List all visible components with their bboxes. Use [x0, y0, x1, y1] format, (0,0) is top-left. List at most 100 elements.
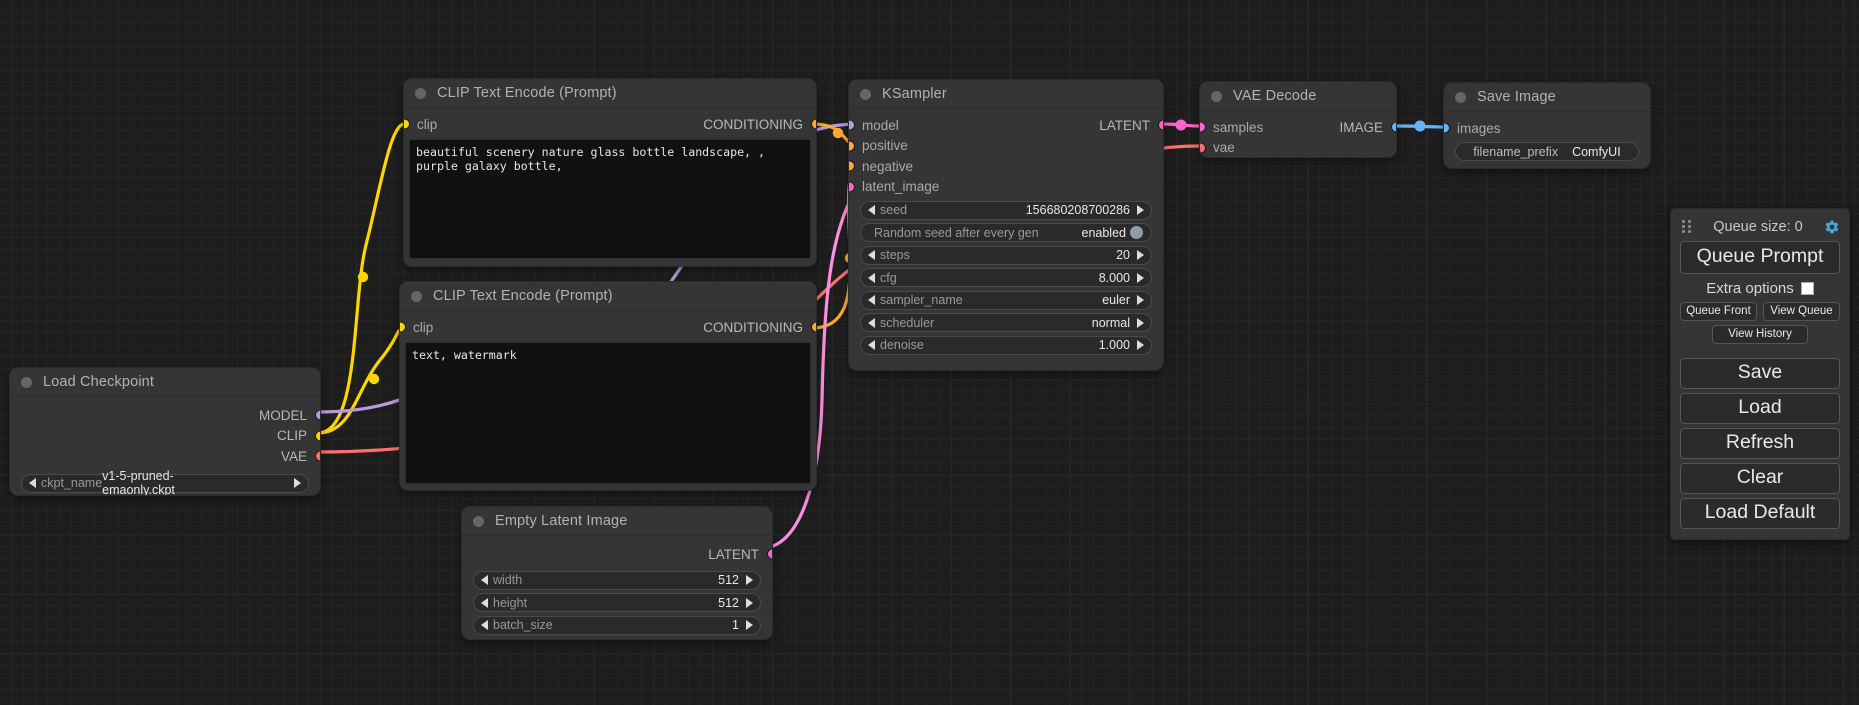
- node-title-bar[interactable]: KSampler: [849, 80, 1163, 109]
- increment-arrow-icon[interactable]: [1137, 295, 1144, 305]
- slot-row-model-output[interactable]: MODEL: [10, 405, 320, 426]
- port-conditioning-output[interactable]: [811, 322, 816, 332]
- decrement-arrow-icon[interactable]: [481, 620, 488, 630]
- menu-header[interactable]: Queue size: 0: [1680, 217, 1840, 236]
- decrement-arrow-icon[interactable]: [868, 250, 875, 260]
- port-vae-input[interactable]: [1200, 143, 1205, 153]
- queue-prompt-button[interactable]: Queue Prompt: [1680, 241, 1840, 274]
- decrement-arrow-icon[interactable]: [868, 272, 875, 283]
- widget-denoise[interactable]: denoise 1.000: [860, 335, 1152, 355]
- node-title-bar[interactable]: VAE Decode: [1200, 82, 1396, 111]
- port-latent-output[interactable]: [767, 549, 772, 559]
- decrement-arrow-icon[interactable]: [481, 575, 488, 585]
- widget-seed[interactable]: seed 156680208700286: [860, 200, 1152, 220]
- port-model-output[interactable]: [315, 410, 320, 420]
- decrement-arrow-icon[interactable]: [481, 597, 488, 608]
- port-negative-input[interactable]: [849, 161, 854, 171]
- view-queue-button[interactable]: View Queue: [1763, 302, 1840, 321]
- widget-steps[interactable]: steps 20: [860, 245, 1152, 265]
- widget-cfg[interactable]: cfg 8.000: [860, 268, 1152, 287]
- node-title-bar[interactable]: Load Checkpoint: [10, 368, 320, 397]
- node-title-bar[interactable]: CLIP Text Encode (Prompt): [400, 282, 816, 311]
- port-image-output[interactable]: [1391, 122, 1396, 132]
- increment-arrow-icon[interactable]: [746, 620, 753, 630]
- drag-handle-icon[interactable]: [1682, 220, 1692, 233]
- port-model-input[interactable]: [849, 120, 854, 130]
- decrement-arrow-icon[interactable]: [868, 340, 875, 350]
- prompt-textarea-positive[interactable]: beautiful scenery nature glass bottle la…: [409, 138, 811, 259]
- slot-row-latent-image[interactable]: latent_image: [849, 177, 1163, 198]
- collapse-dot-icon[interactable]: [411, 290, 422, 302]
- load-default-button[interactable]: Load Default: [1680, 498, 1840, 529]
- increment-arrow-icon[interactable]: [746, 597, 753, 608]
- port-images-input[interactable]: [1444, 123, 1449, 133]
- node-clip-text-encode-negative[interactable]: CLIP Text Encode (Prompt) clip CONDITION…: [400, 282, 816, 490]
- slot-row-latent-output[interactable]: LATENT: [462, 544, 772, 565]
- node-clip-text-encode-positive[interactable]: CLIP Text Encode (Prompt) clip CONDITION…: [404, 79, 816, 266]
- slot-row-negative[interactable]: negative: [849, 156, 1163, 177]
- decrement-arrow-icon[interactable]: [868, 205, 875, 215]
- collapse-dot-icon[interactable]: [473, 515, 484, 527]
- node-title-bar[interactable]: Save Image: [1444, 83, 1650, 112]
- widget-height[interactable]: height 512: [473, 593, 761, 612]
- collapse-dot-icon[interactable]: [21, 376, 32, 388]
- decrement-arrow-icon[interactable]: [868, 317, 875, 328]
- slot-row-positive[interactable]: positive: [849, 136, 1163, 157]
- slot-row-clip-input[interactable]: clip CONDITIONING: [400, 317, 816, 338]
- widget-random-seed-toggle[interactable]: Random seed after every gen enabled: [860, 223, 1152, 242]
- increment-arrow-icon[interactable]: [294, 478, 301, 488]
- port-clip-output[interactable]: [315, 431, 320, 441]
- prompt-textarea-negative[interactable]: text, watermark: [405, 341, 811, 484]
- collapse-dot-icon[interactable]: [1455, 91, 1466, 103]
- increment-arrow-icon[interactable]: [1137, 250, 1144, 260]
- view-history-button[interactable]: View History: [1712, 325, 1808, 344]
- port-latent-output[interactable]: [1158, 120, 1163, 130]
- port-latent-image-input[interactable]: [849, 182, 854, 192]
- node-ksampler[interactable]: KSampler model LATENT positive negative …: [849, 80, 1163, 370]
- collapse-dot-icon[interactable]: [415, 87, 426, 99]
- widget-sampler-name[interactable]: sampler_name euler: [860, 290, 1152, 310]
- widget-scheduler[interactable]: scheduler normal: [860, 313, 1152, 332]
- port-samples-input[interactable]: [1200, 122, 1205, 132]
- decrement-arrow-icon[interactable]: [868, 295, 875, 305]
- decrement-arrow-icon[interactable]: [29, 478, 36, 488]
- increment-arrow-icon[interactable]: [1137, 205, 1144, 215]
- extra-options-checkbox[interactable]: [1800, 282, 1814, 295]
- port-clip-input[interactable]: [404, 119, 409, 129]
- increment-arrow-icon[interactable]: [746, 575, 753, 585]
- slot-row-model[interactable]: model LATENT: [849, 115, 1163, 136]
- comfy-menu-panel[interactable]: Queue size: 0 Queue Prompt Extra options…: [1670, 208, 1850, 540]
- save-button[interactable]: Save: [1680, 358, 1840, 389]
- slot-row-clip-input[interactable]: clip CONDITIONING: [404, 114, 816, 135]
- slot-row-clip-output[interactable]: CLIP: [10, 426, 320, 447]
- toggle-knob-icon[interactable]: [1130, 226, 1143, 239]
- widget-ckpt-name[interactable]: ckpt_name v1-5-pruned-emaonly.ckpt: [21, 469, 309, 495]
- node-load-checkpoint[interactable]: Load Checkpoint MODEL CLIP VAE ckpt_name…: [10, 368, 320, 495]
- increment-arrow-icon[interactable]: [1137, 272, 1144, 283]
- slot-row-vae-output[interactable]: VAE: [10, 446, 320, 467]
- gear-icon[interactable]: [1824, 219, 1840, 235]
- node-title-bar[interactable]: Empty Latent Image: [462, 507, 772, 536]
- load-button[interactable]: Load: [1680, 393, 1840, 424]
- port-positive-input[interactable]: [849, 141, 854, 151]
- slot-row-vae[interactable]: vae: [1200, 138, 1396, 158]
- widget-width[interactable]: width 512: [473, 570, 761, 590]
- port-clip-input[interactable]: [400, 322, 405, 332]
- node-save-image[interactable]: Save Image images filename_prefix ComfyU…: [1444, 83, 1650, 168]
- queue-front-button[interactable]: Queue Front: [1680, 302, 1757, 321]
- clear-button[interactable]: Clear: [1680, 463, 1840, 494]
- slot-row-images[interactable]: images: [1444, 118, 1650, 139]
- slot-row-samples[interactable]: samples IMAGE: [1200, 117, 1396, 138]
- node-title-bar[interactable]: CLIP Text Encode (Prompt): [404, 79, 816, 108]
- widget-filename-prefix[interactable]: filename_prefix ComfyUI: [1455, 142, 1639, 161]
- increment-arrow-icon[interactable]: [1137, 340, 1144, 350]
- widget-batch-size[interactable]: batch_size 1: [473, 615, 761, 635]
- collapse-dot-icon[interactable]: [860, 88, 871, 100]
- port-vae-output[interactable]: [315, 451, 320, 461]
- node-empty-latent-image[interactable]: Empty Latent Image LATENT width 512 heig…: [462, 507, 772, 639]
- node-vae-decode[interactable]: VAE Decode samples IMAGE vae: [1200, 82, 1396, 157]
- extra-options-row[interactable]: Extra options: [1680, 280, 1840, 297]
- increment-arrow-icon[interactable]: [1137, 317, 1144, 328]
- port-conditioning-output[interactable]: [811, 119, 816, 129]
